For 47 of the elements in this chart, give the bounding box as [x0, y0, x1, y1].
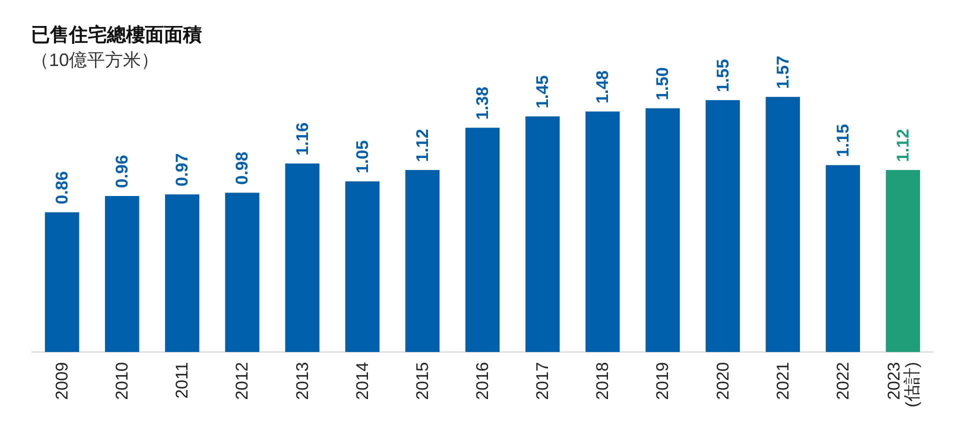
bar	[285, 164, 320, 352]
bar	[104, 196, 140, 352]
x-tick-label: 2014	[352, 362, 372, 400]
bar	[165, 194, 200, 352]
bar	[405, 170, 440, 352]
x-tick-label: 2017	[533, 362, 552, 400]
bar	[465, 128, 500, 352]
bar	[886, 170, 920, 352]
data-label: 1.12	[893, 128, 912, 162]
chart-title: 已售住宅總樓面面積	[31, 24, 202, 46]
bar	[766, 96, 800, 352]
data-label: 1.15	[833, 124, 852, 158]
x-tick-label: 2012	[232, 362, 252, 400]
x-tick-label: 2020	[713, 362, 732, 400]
x-tick-label: 2015	[412, 362, 432, 400]
data-label: 0.86	[52, 171, 72, 204]
data-label: 1.16	[292, 122, 312, 156]
bar	[646, 108, 680, 352]
x-tick-label: 2023 (估計)	[884, 362, 922, 408]
data-label: 0.96	[112, 154, 132, 188]
bar	[44, 212, 80, 352]
x-tick-label: 2019	[653, 362, 672, 400]
bar	[706, 100, 740, 352]
data-label: 1.57	[773, 56, 792, 89]
bar	[345, 181, 380, 352]
x-tick-label: 2016	[473, 362, 492, 400]
x-tick-label: 2021	[773, 362, 792, 400]
data-label: 1.48	[593, 70, 612, 104]
chart-subtitle: （10億平方米）	[31, 50, 160, 70]
x-tick-label: 2022	[833, 362, 852, 400]
data-label: 0.98	[232, 152, 252, 185]
data-label: 1.45	[533, 75, 552, 108]
bar	[225, 192, 260, 352]
data-label: 1.12	[412, 128, 432, 162]
bar	[586, 112, 620, 352]
x-tick-label: 2013	[292, 362, 312, 400]
bar	[826, 165, 860, 352]
x-tick-label: 2010	[112, 362, 132, 400]
data-label: 1.55	[713, 59, 732, 92]
data-label: 1.05	[352, 140, 372, 174]
bar	[525, 116, 560, 352]
data-label: 1.50	[653, 67, 672, 100]
x-tick-label: 2011	[172, 362, 192, 399]
x-tick-label: 2018	[593, 362, 612, 400]
data-label: 0.97	[172, 153, 192, 186]
x-tick-label: 2009	[52, 362, 72, 400]
data-label: 1.38	[473, 86, 492, 120]
